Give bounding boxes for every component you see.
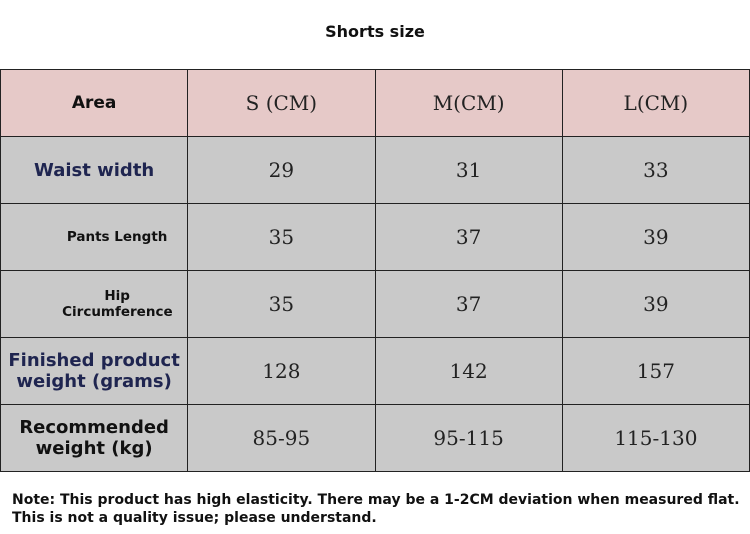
cell: 31 (374, 136, 563, 204)
row: Finished product weight (grams) 128 142 … (0, 337, 750, 405)
column-header: L(CM) (561, 69, 750, 137)
cell: 142 (374, 337, 563, 405)
cell: 85-95 (187, 404, 376, 472)
column-header: M(CM) (374, 69, 563, 137)
title: Shorts size (325, 22, 425, 41)
column-header: S (CM) (187, 69, 376, 137)
cell: 35 (187, 203, 376, 271)
cell: 128 (187, 337, 376, 405)
row-label: Pants Length (0, 203, 189, 271)
cell: 33 (561, 136, 750, 204)
column-header: Area (0, 69, 189, 137)
row: Pants Length 35 37 39 (0, 203, 750, 271)
row-label-cell: Hip Circumference (0, 270, 189, 338)
cell: 39 (561, 270, 750, 338)
size-table: Area S (CM) M(CM) L(CM) Waist width 29 3… (0, 69, 750, 472)
row-label: Waist width (0, 136, 189, 204)
cell: 95-115 (374, 404, 563, 472)
cell: 37 (374, 203, 563, 271)
cell: 115-130 (561, 404, 750, 472)
cell: 39 (561, 203, 750, 271)
cell: 37 (374, 270, 563, 338)
row: Hip Circumference 35 37 39 (0, 270, 750, 338)
row-label: Finished product weight (grams) (0, 337, 189, 405)
cell: 29 (187, 136, 376, 204)
row: Waist width 29 31 33 (0, 136, 750, 204)
cell: 35 (187, 270, 376, 338)
row-label: Recommended weight (kg) (0, 404, 189, 472)
row-label: Hip Circumference (62, 288, 173, 320)
row: Recommended weight (kg) 85-95 95-115 115… (0, 404, 750, 472)
header-row: Area S (CM) M(CM) L(CM) (0, 69, 750, 137)
note: Note: This product has high elasticity. … (12, 492, 740, 526)
cell: 157 (561, 337, 750, 405)
